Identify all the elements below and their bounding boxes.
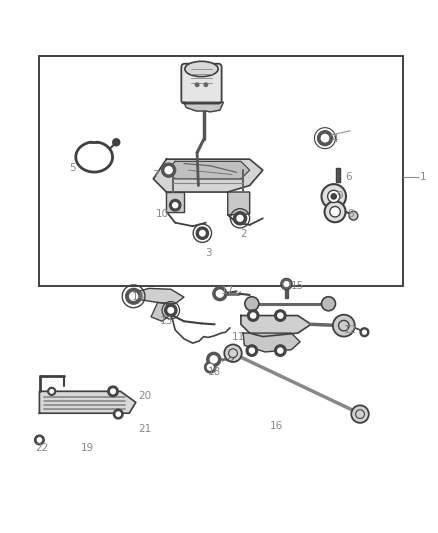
Circle shape [247, 310, 259, 321]
Circle shape [362, 330, 366, 334]
Circle shape [195, 83, 199, 86]
Circle shape [170, 199, 181, 211]
Polygon shape [166, 161, 250, 179]
Text: 8: 8 [347, 209, 354, 219]
Text: 6: 6 [345, 172, 352, 182]
Circle shape [111, 389, 115, 394]
Circle shape [278, 348, 283, 353]
Circle shape [224, 344, 242, 362]
Circle shape [165, 304, 177, 317]
Bar [39, 56, 403, 286]
Circle shape [328, 190, 340, 203]
Circle shape [213, 287, 227, 301]
Text: 1: 1 [419, 172, 426, 182]
Circle shape [251, 313, 256, 318]
Circle shape [321, 184, 346, 209]
Text: 20: 20 [138, 391, 151, 401]
Circle shape [275, 345, 286, 356]
Polygon shape [243, 333, 300, 352]
Circle shape [126, 288, 141, 304]
Circle shape [349, 211, 358, 220]
Text: 21: 21 [138, 424, 151, 433]
Circle shape [210, 356, 217, 363]
Circle shape [246, 345, 258, 356]
Text: 3: 3 [205, 248, 212, 259]
Text: 22: 22 [35, 443, 48, 453]
Circle shape [207, 365, 213, 370]
Circle shape [207, 352, 221, 366]
Circle shape [196, 227, 208, 239]
Text: 18: 18 [208, 367, 221, 377]
Text: 7: 7 [152, 169, 159, 180]
Circle shape [113, 409, 123, 419]
Circle shape [205, 361, 216, 373]
Circle shape [275, 310, 286, 321]
Circle shape [281, 278, 292, 290]
Circle shape [200, 230, 205, 236]
Text: 10: 10 [155, 209, 169, 219]
Bar [336, 168, 340, 182]
Circle shape [233, 212, 247, 225]
FancyBboxPatch shape [181, 64, 222, 103]
Circle shape [216, 290, 223, 297]
Text: 9: 9 [336, 191, 343, 201]
Ellipse shape [185, 61, 218, 77]
Circle shape [278, 313, 283, 318]
Circle shape [113, 139, 120, 146]
Circle shape [50, 390, 53, 393]
Circle shape [35, 435, 44, 445]
Circle shape [249, 348, 254, 353]
Polygon shape [166, 192, 184, 212]
Circle shape [37, 438, 42, 442]
Polygon shape [228, 192, 250, 215]
Polygon shape [151, 302, 171, 321]
Circle shape [108, 386, 118, 397]
Circle shape [331, 194, 336, 199]
Polygon shape [39, 391, 136, 413]
Circle shape [330, 206, 340, 217]
Polygon shape [153, 159, 263, 192]
Text: 11: 11 [232, 332, 245, 342]
Circle shape [116, 412, 120, 416]
Text: 2: 2 [240, 229, 247, 239]
Circle shape [318, 131, 332, 146]
Circle shape [237, 215, 243, 221]
Circle shape [351, 405, 369, 423]
Circle shape [130, 292, 138, 300]
Bar [336, 168, 340, 182]
Text: 15: 15 [291, 281, 304, 291]
Text: 17: 17 [221, 286, 234, 296]
Text: 13: 13 [160, 316, 173, 326]
Circle shape [162, 163, 176, 177]
Bar [285, 285, 288, 298]
Text: 5: 5 [69, 163, 76, 173]
Circle shape [283, 281, 290, 287]
Text: 16: 16 [269, 422, 283, 431]
Text: 14: 14 [131, 292, 145, 302]
Polygon shape [184, 102, 223, 112]
Circle shape [173, 203, 178, 208]
Circle shape [204, 83, 208, 86]
Circle shape [168, 308, 173, 313]
Text: 19: 19 [81, 443, 94, 453]
Text: 12: 12 [344, 325, 357, 335]
Circle shape [325, 201, 346, 222]
Polygon shape [134, 288, 184, 304]
Circle shape [165, 167, 172, 174]
Circle shape [321, 297, 336, 311]
Circle shape [245, 297, 259, 311]
Circle shape [48, 387, 56, 395]
Polygon shape [241, 316, 311, 336]
Circle shape [321, 134, 328, 142]
Text: 4: 4 [332, 134, 339, 144]
Circle shape [333, 314, 355, 336]
Circle shape [360, 328, 369, 336]
